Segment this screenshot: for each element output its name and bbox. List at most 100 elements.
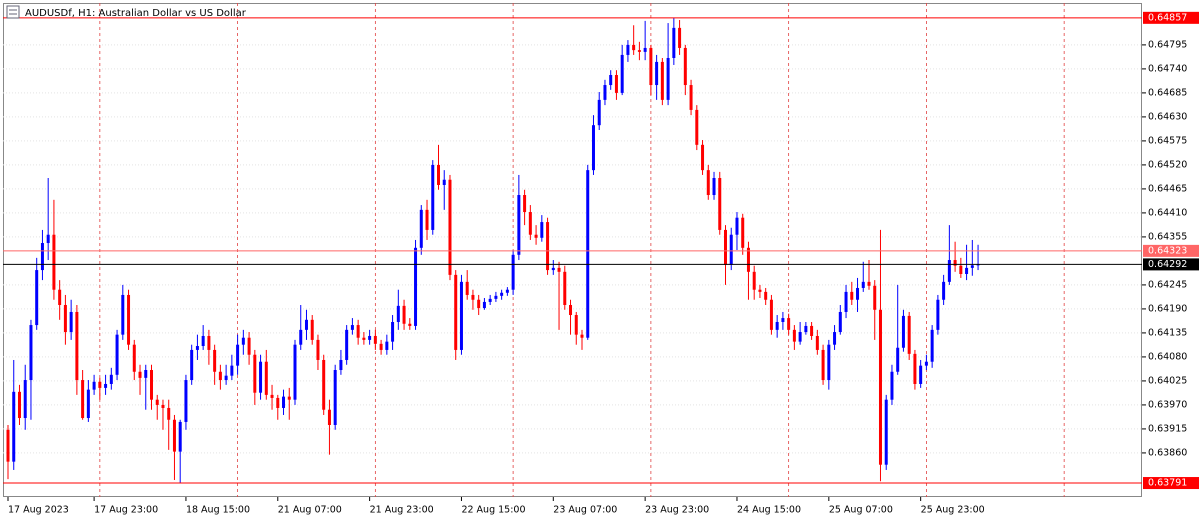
- candle-body: [414, 247, 418, 326]
- candle-body: [787, 318, 791, 330]
- price-label-box: [1143, 244, 1199, 257]
- candle-body: [626, 44, 630, 55]
- candle-body: [322, 359, 326, 410]
- price-label-box: [1143, 258, 1199, 271]
- candle-body: [98, 381, 102, 388]
- candle-body: [368, 335, 372, 340]
- candle-body: [213, 349, 217, 372]
- grid-layer: [3, 44, 1142, 454]
- candle-body: [304, 319, 308, 330]
- candle-body: [86, 389, 90, 419]
- chart-icon: [6, 5, 20, 19]
- candle-body: [396, 305, 400, 323]
- candle-body: [689, 85, 693, 110]
- candle-body: [804, 325, 808, 333]
- candle-body: [643, 47, 647, 52]
- candle-body: [936, 299, 940, 330]
- candle-body: [437, 164, 440, 185]
- candle-body: [259, 361, 263, 393]
- candle-body: [425, 209, 429, 230]
- y-tick-label: 0.64080: [1148, 351, 1187, 362]
- candle-body: [947, 260, 951, 282]
- candle-body: [821, 349, 825, 381]
- candle-body: [488, 298, 492, 302]
- candle-body: [844, 291, 848, 312]
- candle-body: [207, 335, 211, 350]
- candle-body: [569, 304, 573, 316]
- candle-body: [970, 265, 974, 268]
- candle-body: [959, 265, 963, 275]
- y-tick-label: 0.64630: [1148, 111, 1187, 122]
- candle-body: [195, 346, 199, 350]
- x-tick-label: 23 Aug 07:00: [553, 505, 617, 516]
- candle-body: [316, 339, 320, 360]
- candle-body: [184, 380, 188, 422]
- candle-body: [345, 329, 349, 360]
- candle-body: [63, 304, 67, 333]
- candle-body: [724, 229, 727, 265]
- candle-body: [155, 399, 159, 405]
- price-label-box: [1143, 477, 1199, 490]
- candle-body: [580, 334, 584, 338]
- candle-body: [132, 344, 136, 372]
- candle-body: [907, 315, 911, 354]
- y-tick-label: 0.64410: [1148, 207, 1187, 218]
- x-tick-label: 18 Aug 15:00: [186, 505, 250, 516]
- candle-body: [896, 347, 900, 372]
- candle-body: [597, 99, 601, 126]
- candle-body: [144, 370, 148, 378]
- candle-body: [752, 271, 756, 290]
- candle-body: [965, 267, 969, 275]
- candles: [6, 17, 980, 484]
- candle-body: [178, 421, 182, 452]
- candle-body: [109, 374, 113, 384]
- price-label: 0.63791: [1148, 478, 1187, 489]
- candle-body: [775, 322, 779, 330]
- candle-body: [666, 57, 670, 100]
- candle-body: [924, 361, 928, 366]
- candle-body: [264, 361, 268, 395]
- candle-body: [695, 109, 699, 145]
- x-tick-label: 21 Aug 07:00: [278, 505, 342, 516]
- candle-body: [867, 281, 871, 286]
- x-tick-label: 25 Aug 07:00: [829, 505, 893, 516]
- candle-body: [586, 170, 590, 338]
- candle-body: [563, 271, 567, 305]
- price-label: 0.64292: [1148, 259, 1187, 270]
- x-tick-label: 22 Aug 15:00: [461, 505, 525, 516]
- candle-body: [167, 407, 171, 420]
- candle-body: [12, 391, 16, 462]
- x-tick-label: 25 Aug 23:00: [921, 505, 985, 516]
- candle-body: [919, 365, 923, 384]
- candle-body: [551, 267, 555, 271]
- candle-body: [781, 318, 785, 323]
- candle-body: [672, 27, 676, 58]
- candle-body: [471, 294, 475, 300]
- price-label: 0.64857: [1148, 12, 1187, 23]
- y-tick-label: 0.63860: [1148, 447, 1187, 458]
- candle-body: [46, 234, 50, 244]
- candle-body: [299, 329, 303, 345]
- candle-body: [500, 292, 504, 296]
- candle-body: [620, 54, 624, 93]
- candle-body: [718, 177, 722, 230]
- candle-body: [356, 325, 360, 338]
- candle-body: [546, 222, 550, 271]
- candle-body: [224, 375, 228, 381]
- candle-body: [270, 394, 274, 398]
- candle-body: [23, 380, 27, 419]
- candle-body: [614, 75, 618, 93]
- y-tick-label: 0.64740: [1148, 63, 1187, 74]
- y-tick-label: 0.64135: [1148, 327, 1187, 338]
- candle-body: [517, 195, 521, 255]
- candle-body: [75, 311, 79, 381]
- candle-body: [901, 315, 905, 348]
- candle-body: [942, 281, 946, 300]
- candle-body: [729, 234, 733, 265]
- chart-title: AUDUSDf, H1: Australian Dollar vs US Dol…: [25, 8, 247, 19]
- y-tick-label: 0.64685: [1148, 87, 1187, 98]
- candle-body: [402, 305, 406, 324]
- candle-body: [448, 179, 452, 275]
